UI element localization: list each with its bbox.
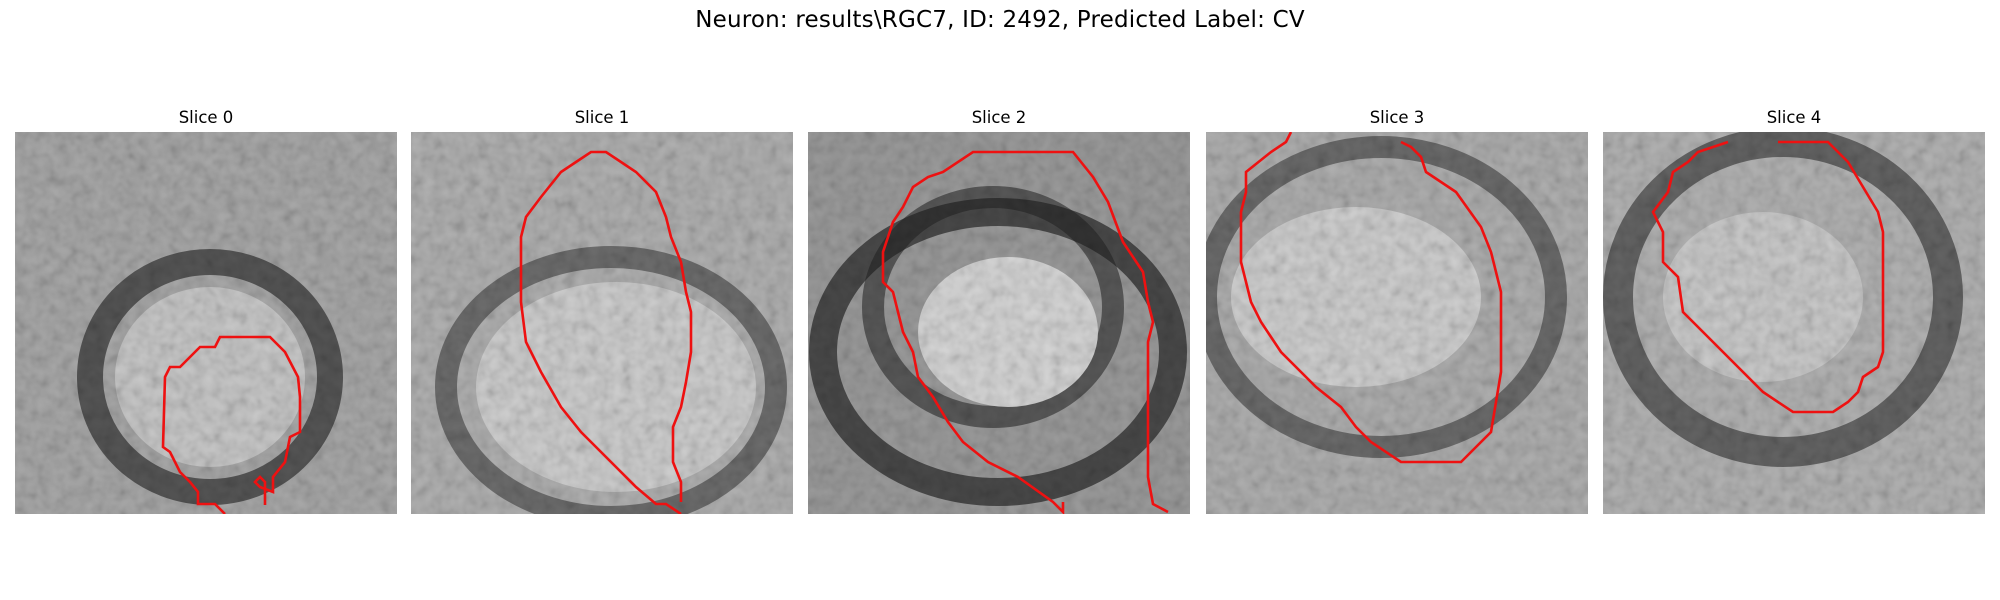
slice-panel-3: Slice 3	[1206, 104, 1588, 514]
slice-title-0: Slice 0	[178, 108, 234, 127]
slice-image-2	[808, 132, 1190, 514]
contour-4	[1651, 140, 1885, 414]
slice-title-1: Slice 1	[574, 108, 630, 127]
slice-panel-1: Slice 1	[411, 104, 793, 514]
contour-1	[519, 150, 693, 514]
slice-image-1	[411, 132, 793, 514]
slice-panel-4: Slice 4	[1603, 104, 1985, 514]
slice-panel-0: Slice 0	[15, 104, 397, 514]
contour-2	[881, 150, 1169, 514]
slice-title-4: Slice 4	[1766, 108, 1822, 127]
slice-image-4	[1603, 132, 1985, 514]
slice-panel-2: Slice 2	[808, 104, 1190, 514]
slice-image-0	[15, 132, 397, 514]
slice-title-3: Slice 3	[1369, 108, 1425, 127]
contour-0	[161, 335, 302, 514]
slice-title-2: Slice 2	[971, 108, 1027, 127]
figure-title: Neuron: results\RGC7, ID: 2492, Predicte…	[695, 7, 1305, 33]
slice-image-3	[1206, 132, 1588, 514]
contour-3	[1239, 132, 1503, 464]
